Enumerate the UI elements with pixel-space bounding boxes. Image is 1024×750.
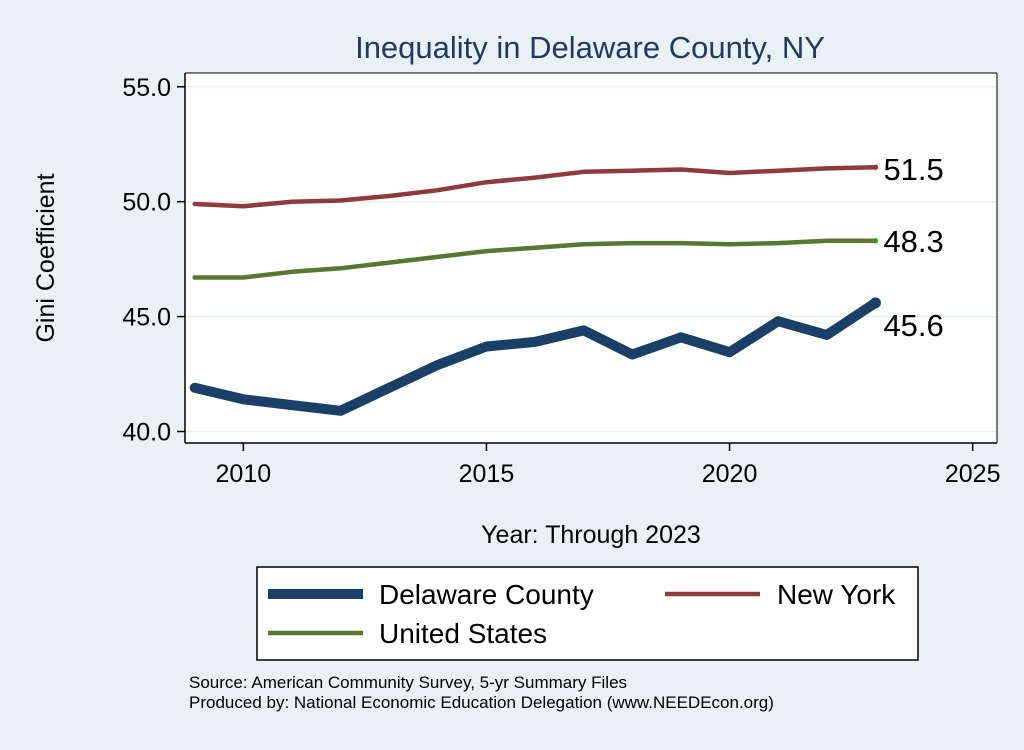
legend: Delaware County New York United States [256,566,919,661]
series-line-united-states [192,238,878,280]
legend-box [256,566,919,661]
x-tick-label-3: 2025 [945,460,1001,488]
y-axis-label: Gini Coefficient [32,173,60,342]
end-labels: 51.5 48.3 45.6 [883,152,943,343]
series-line-new-york [192,164,878,209]
legend-label-new-york: New York [777,579,896,610]
x-tick-label-0: 2010 [216,460,272,488]
y-tick-label-2: 50.0 [122,189,171,217]
end-label-delaware-county: 45.6 [883,308,943,343]
series-lines [189,164,881,416]
x-tick-label-2: 2020 [702,460,758,488]
end-point-delaware-county [869,297,881,309]
x-axis-label: Year: Through 2023 [481,521,701,549]
end-label-united-states: 48.3 [883,224,943,259]
end-point-new-york [872,164,879,170]
y-tick-label-3: 55.0 [122,74,171,102]
producer-line: Produced by: National Economic Education… [189,693,774,712]
x-tick-label-1: 2015 [459,460,515,488]
y-tick-label-1: 45.0 [122,304,171,332]
series-line-delaware-county [189,297,881,416]
end-label-new-york: 51.5 [883,152,943,187]
end-point-united-states [872,238,879,244]
source-line: Source: American Community Survey, 5-yr … [189,673,627,692]
plot-area [185,73,997,443]
legend-label-delaware-county: Delaware County [379,579,594,610]
axes: 40.0 45.0 50.0 55.0 2010 2015 2020 2025 [122,72,1001,488]
y-tick-label-0: 40.0 [122,419,171,447]
chart-title: Inequality in Delaware County, NY [355,30,825,65]
legend-label-united-states: United States [379,618,547,649]
